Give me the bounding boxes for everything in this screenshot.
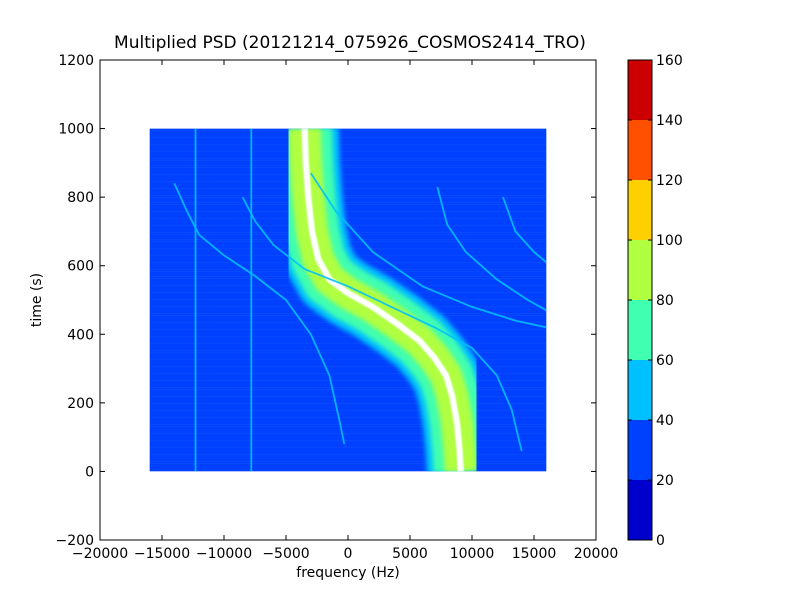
chart-title: Multiplied PSD (20121214_075926_COSMOS24… <box>114 33 586 53</box>
colorbar-segment <box>628 360 652 420</box>
colorbar-tick-label: 160 <box>656 53 683 69</box>
x-tick-label: −5000 <box>262 546 309 562</box>
colorbar-tick-label: 0 <box>656 533 665 549</box>
colorbar: 0 20 40 60 80 100 120 140 160 <box>627 53 683 549</box>
plot-area: −20000 −15000 −10000 −5000 0 5000 10000 15000 20… <box>56 53 619 562</box>
colorbar-segment <box>628 180 652 240</box>
x-tick-label: −20000 <box>72 546 128 562</box>
y-tick-label: 1200 <box>58 53 94 69</box>
x-tick-label: −10000 <box>196 546 252 562</box>
y-tick-label: 200 <box>67 396 94 412</box>
colorbar-segment <box>628 420 652 480</box>
heatmap <box>149 128 547 472</box>
y-tick-label: 1000 <box>58 122 94 138</box>
colorbar-tick-label: 100 <box>656 233 683 249</box>
colorbar-tick-label: 60 <box>656 353 674 369</box>
y-tick-label: 600 <box>67 259 94 275</box>
y-axis-label: time (s) <box>29 273 45 327</box>
colorbar-segment <box>628 300 652 360</box>
main-track-band <box>301 128 464 472</box>
colorbar-tick-label: 80 <box>656 293 674 309</box>
x-tick-label: 20000 <box>574 546 619 562</box>
colorbar-tick-label: 20 <box>656 473 674 489</box>
x-tick-label: 5000 <box>392 546 428 562</box>
side-track <box>173 183 346 445</box>
y-tick-label: 400 <box>67 327 94 343</box>
colorbar-segment <box>628 240 652 300</box>
x-tick-label: 0 <box>344 546 353 562</box>
colorbar-segment <box>628 480 652 540</box>
y-tick-label: −200 <box>56 533 94 549</box>
colorbar-segment <box>628 120 652 180</box>
side-track <box>436 186 547 312</box>
side-track <box>502 196 547 263</box>
side-track <box>310 172 547 329</box>
colorbar-tick-label: 120 <box>656 173 683 189</box>
x-tick-label: 15000 <box>512 546 557 562</box>
y-tick-label: 0 <box>85 464 94 480</box>
colorbar-tick-label: 40 <box>656 413 674 429</box>
x-tick-label: −15000 <box>134 546 190 562</box>
x-axis-label: frequency (Hz) <box>296 565 399 581</box>
x-tick-label: 10000 <box>450 546 495 562</box>
side-track <box>241 196 523 452</box>
y-tick-label: 800 <box>67 190 94 206</box>
colorbar-tick-label: 140 <box>656 113 683 129</box>
colorbar-segment <box>628 60 652 120</box>
